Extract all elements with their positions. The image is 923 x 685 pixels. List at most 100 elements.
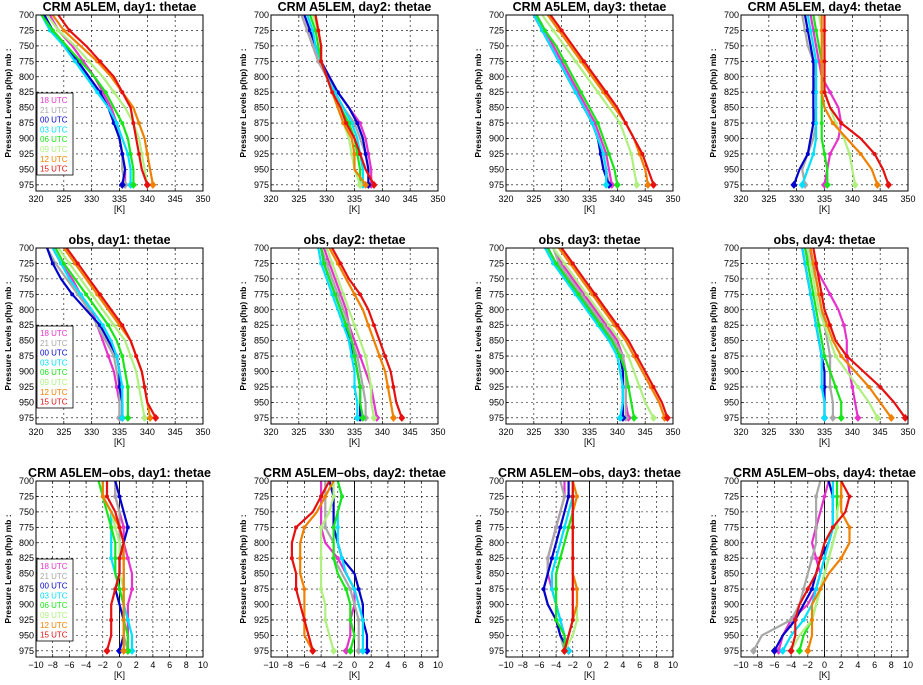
y-tick-label: 800 [19, 538, 34, 548]
y-tick-label: 875 [19, 118, 34, 128]
series-point [562, 525, 567, 530]
series-point [114, 384, 119, 389]
series-line [806, 247, 859, 418]
series-line [332, 480, 356, 652]
x-tick-label: 8 [889, 660, 894, 670]
series-point [819, 59, 824, 64]
series-marker [143, 180, 151, 189]
y-axis-label: Pressure Levels p(hp) mb : [238, 514, 248, 623]
legend-box [36, 92, 74, 176]
x-tick-label: 340 [610, 194, 625, 204]
x-tick-label: 8 [654, 660, 659, 670]
series-point [651, 384, 656, 389]
series-point [319, 261, 324, 266]
legend-entry: 06 UTC [40, 368, 68, 377]
x-tick-label: −6 [299, 660, 309, 670]
x-tick-label: 345 [638, 194, 653, 204]
series-point [809, 587, 814, 592]
y-axis-label: Pressure Levels p(hp) mb : [708, 281, 718, 390]
x-tick-label: 350 [665, 194, 680, 204]
series-point [333, 90, 338, 95]
series-point [355, 151, 360, 156]
series-point [620, 384, 625, 389]
x-tick-label: −2 [803, 660, 813, 670]
series-point [117, 384, 122, 389]
series-point [86, 59, 91, 64]
panel-title: CRM A5LEM, day4: thetae [748, 0, 902, 14]
series-marker [823, 180, 831, 189]
y-tick-label: 875 [724, 351, 739, 361]
series-point [319, 587, 324, 592]
legend-box [36, 325, 74, 409]
series-point [131, 121, 136, 126]
series-point [117, 587, 122, 592]
y-axis-label: Pressure Levels p(hp) mb : [238, 48, 248, 157]
series-line [535, 14, 619, 185]
series-line [314, 14, 375, 186]
legend-entry: 15 UTC [40, 631, 68, 640]
series-point [618, 121, 623, 126]
series-point [319, 525, 324, 530]
y-axis-label: Pressure Levels p(hp) mb : [238, 281, 248, 390]
series-point [637, 384, 642, 389]
y-tick-label: 825 [254, 553, 269, 563]
series-point [811, 90, 816, 95]
series-point [294, 525, 299, 530]
plot-frame [270, 480, 439, 658]
series-point [634, 354, 639, 359]
series-point [145, 151, 150, 156]
series-point [830, 121, 835, 126]
series-point [344, 121, 349, 126]
series-line [803, 247, 843, 418]
x-axis-label: [K] [819, 670, 830, 680]
series-point [321, 261, 326, 266]
series-point [828, 354, 833, 359]
series-point [814, 292, 819, 297]
series-point [822, 59, 827, 64]
y-tick-label: 875 [489, 118, 504, 128]
y-tick-label: 850 [19, 569, 34, 579]
series-point [816, 292, 821, 297]
series-point [117, 494, 122, 499]
y-tick-label: 950 [19, 397, 34, 407]
series-point [822, 384, 827, 389]
legend-entry: 00 UTC [40, 116, 68, 125]
series-point [839, 494, 844, 499]
x-axis-label: [K] [584, 437, 595, 447]
y-tick-label: 775 [489, 522, 504, 532]
series-point [78, 292, 83, 297]
x-tick-label: 6 [402, 660, 407, 670]
series-line [51, 247, 121, 418]
series-point [606, 323, 611, 328]
x-axis-label: [K] [114, 437, 125, 447]
series-point [835, 525, 840, 530]
x-tick-label: 340 [845, 194, 860, 204]
series-point [574, 494, 579, 499]
x-tick-label: −4 [316, 660, 326, 670]
series-line [801, 14, 818, 186]
x-tick-label: −4 [786, 660, 796, 670]
series-line [552, 247, 655, 419]
y-axis-label: Pressure Levels p(hp) mb : [3, 281, 13, 390]
x-tick-label: 10 [668, 660, 678, 670]
series-point [84, 292, 89, 297]
x-axis-label: [K] [114, 670, 125, 680]
series-point [302, 617, 307, 622]
y-tick-label: 850 [724, 569, 739, 579]
series-point [363, 151, 368, 156]
y-tick-label: 850 [724, 336, 739, 346]
series-point [801, 617, 806, 622]
series-point [120, 354, 125, 359]
series-point [811, 151, 816, 156]
series-marker [353, 413, 361, 422]
y-tick-label: 925 [724, 615, 739, 625]
x-tick-label: −10 [733, 660, 748, 670]
series-marker [129, 180, 137, 189]
series-marker [362, 180, 370, 189]
series-marker [854, 413, 862, 422]
x-axis-label: [K] [584, 670, 595, 680]
y-tick-label: 825 [254, 320, 269, 330]
series-point [330, 292, 335, 297]
series-marker [630, 413, 638, 422]
series-point [808, 261, 813, 266]
